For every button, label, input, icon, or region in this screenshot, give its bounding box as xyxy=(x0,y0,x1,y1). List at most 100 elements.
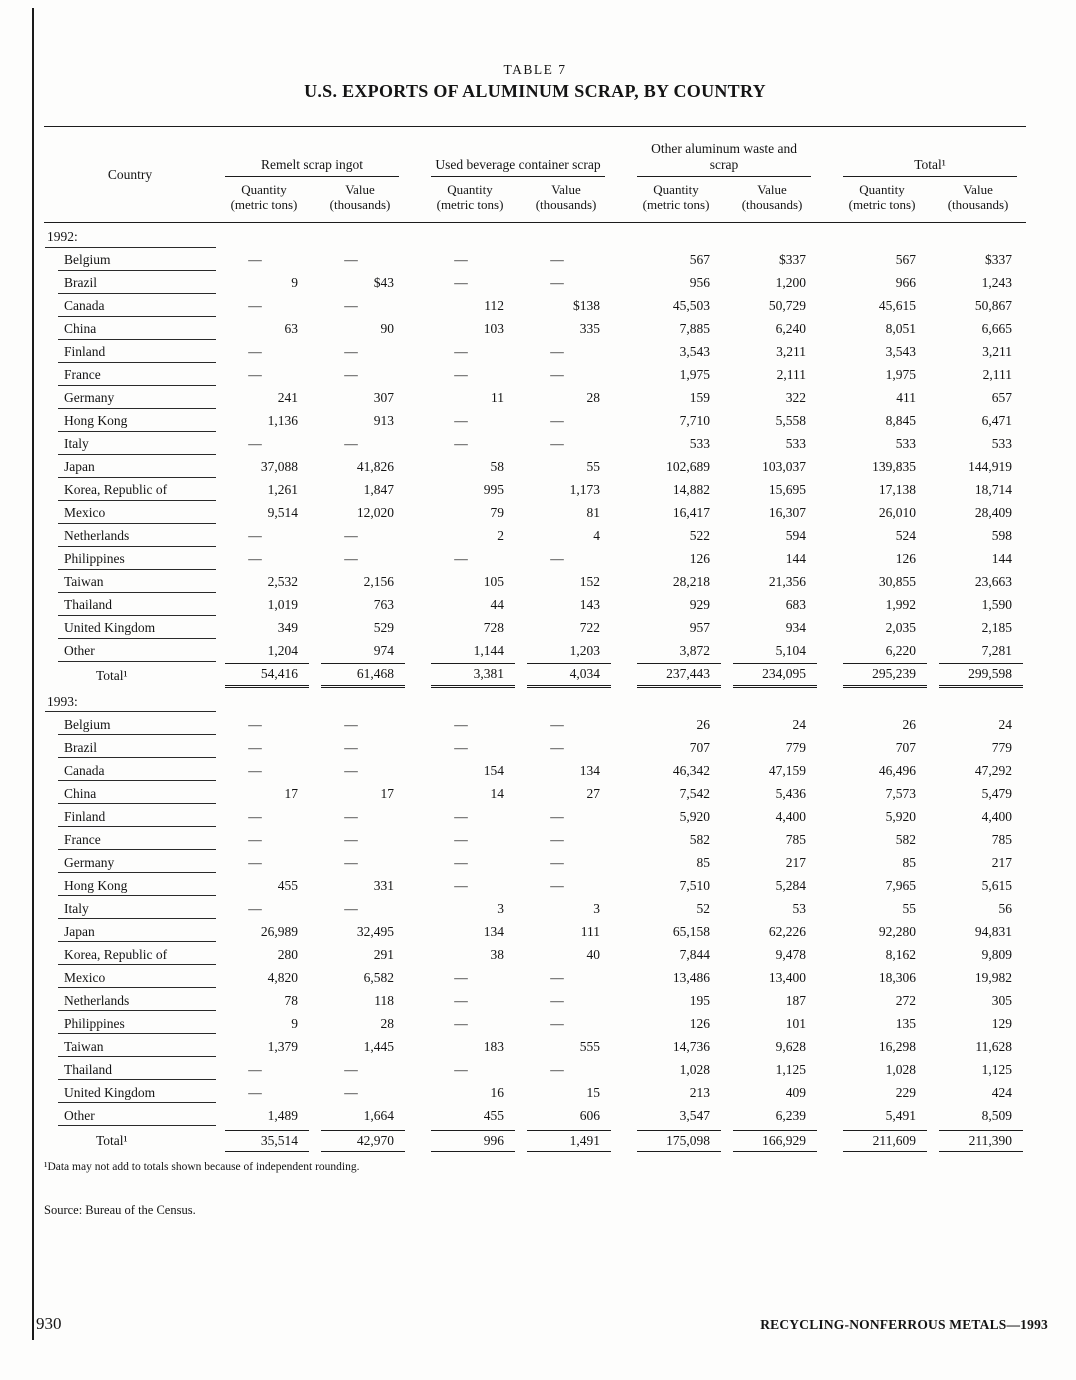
spacer-cell xyxy=(408,1080,422,1103)
data-cell: 32,495 xyxy=(356,923,395,939)
data-cell: 307 xyxy=(373,390,395,405)
data-cell: 974 xyxy=(373,643,395,658)
country-cell: Belgium xyxy=(44,712,216,736)
source-note: Source: Bureau of the Census. xyxy=(44,1203,196,1218)
data-cell: 1,125 xyxy=(981,1061,1013,1077)
country-cell: China xyxy=(44,781,216,805)
total-cell: 4,034 xyxy=(518,662,614,688)
data-cell: 555 xyxy=(579,1038,601,1054)
country-cell: Korea, Republic of xyxy=(44,942,216,966)
spacer-cell xyxy=(820,547,834,570)
data-cell: 3 xyxy=(497,900,505,916)
table-row: Japan 26,989 32,495 134 111 65,158 62,226 92,28… xyxy=(44,919,1026,943)
data-cell: 16,417 xyxy=(672,505,711,520)
subheader-line: Value xyxy=(345,181,375,197)
data-cell: 9,628 xyxy=(775,1038,807,1054)
country-name: Brazil xyxy=(58,275,216,294)
data-cell: 4,400 xyxy=(775,808,807,824)
data-cell: — xyxy=(454,854,468,870)
section-label-cell: 1992: xyxy=(44,223,216,248)
total-cell: 1,491 xyxy=(518,1126,614,1153)
spacer-cell xyxy=(614,432,628,455)
subheader-unit: (metric tons) xyxy=(230,196,298,212)
data-cell: 934 xyxy=(785,620,807,635)
spacer-cell xyxy=(820,639,834,662)
spacer-cell xyxy=(408,317,422,340)
table-row: Canada — — 112 $138 45,503 50,729 45,615 50,867 xyxy=(44,294,1026,317)
data-cell: 23,663 xyxy=(974,574,1013,589)
data-cell: — xyxy=(344,854,358,870)
country-cell: Netherlands xyxy=(44,524,216,547)
data-cell: — xyxy=(248,367,262,382)
data-cell: — xyxy=(248,298,262,313)
group-header-ubc: Used beverage container scrap xyxy=(422,126,615,177)
data-cell: — xyxy=(248,344,262,359)
data-cell: — xyxy=(344,808,358,824)
spacer-cell xyxy=(614,827,628,850)
total-value: 295,239 xyxy=(843,663,928,688)
spacer-cell xyxy=(408,1034,422,1057)
data-cell: 1,261 xyxy=(267,482,298,497)
data-cell: 529 xyxy=(373,620,395,635)
data-cell: 533 xyxy=(895,436,917,451)
data-cell: 47,292 xyxy=(974,762,1013,778)
spacer-cell xyxy=(408,827,422,850)
data-cell: 105 xyxy=(483,574,505,589)
data-cell: — xyxy=(550,969,564,985)
data-cell: 305 xyxy=(991,992,1013,1008)
data-cell: 3,211 xyxy=(776,344,807,359)
spacer-cell xyxy=(820,593,834,616)
table-row: Taiwan 1,379 1,445 183 555 14,736 9,628 16,298 1… xyxy=(44,1034,1026,1058)
country-name: Finland xyxy=(58,809,216,828)
data-cell: 241 xyxy=(277,390,298,405)
data-cell: 1,203 xyxy=(569,643,601,658)
data-cell: 785 xyxy=(785,831,807,847)
spacer-cell xyxy=(614,126,629,223)
data-cell: 9,809 xyxy=(981,946,1013,962)
spacer-cell xyxy=(408,570,422,593)
data-cell: 134 xyxy=(483,923,505,939)
data-cell: 3 xyxy=(593,900,601,916)
data-cell: 1,028 xyxy=(679,1061,711,1077)
spacer-cell xyxy=(408,409,422,432)
country-name: United Kingdom xyxy=(58,1085,216,1104)
spacer-cell xyxy=(408,873,422,896)
subheader-value: Value (thousands) xyxy=(518,176,615,223)
table-row: Mexico 9,514 12,020 79 81 16,417 16,307 26,010 2… xyxy=(44,501,1026,524)
data-cell: 45,615 xyxy=(878,298,917,313)
data-cell: 8,051 xyxy=(885,321,917,336)
subheader-unit: (metric tons) xyxy=(848,196,916,212)
country-name: Hong Kong xyxy=(58,413,216,432)
data-cell: 1,204 xyxy=(267,643,298,658)
spacer-cell xyxy=(820,501,834,524)
total-label: Total¹ xyxy=(96,668,128,683)
empty-cell xyxy=(216,688,1026,713)
data-cell: 2,111 xyxy=(982,367,1013,382)
spacer-cell xyxy=(614,317,628,340)
data-cell: 567 xyxy=(895,252,917,267)
table-row: China 63 90 103 335 7,885 6,240 8,051 6,665 xyxy=(44,317,1026,340)
data-cell: 1,975 xyxy=(679,367,711,382)
data-cell: 90 xyxy=(380,321,395,336)
data-cell: 3,543 xyxy=(885,344,917,359)
data-cell: — xyxy=(248,739,262,755)
data-cell: 27 xyxy=(586,785,601,801)
table-row: France — — — — 1,975 2,111 1,975 2,111 xyxy=(44,363,1026,386)
data-cell: 13,400 xyxy=(768,969,807,985)
data-cell: 707 xyxy=(895,739,917,755)
data-cell: 3,543 xyxy=(679,344,711,359)
spacer-cell xyxy=(820,294,834,317)
table-row: Brazil — — — — 707 779 707 779 xyxy=(44,735,1026,759)
spacer-cell xyxy=(408,593,422,616)
country-cell: Other xyxy=(44,1103,216,1127)
exports-table: Country Remelt scrap ingot Used beverage… xyxy=(44,126,1027,1153)
data-cell: 56 xyxy=(998,900,1013,916)
spacer-cell xyxy=(820,1057,834,1080)
data-cell: 2,111 xyxy=(776,367,807,382)
data-cell: — xyxy=(454,344,468,359)
table-row: United Kingdom 349 529 728 722 957 934 2,035 2,1… xyxy=(44,616,1026,639)
country-name: Canada xyxy=(58,763,216,782)
footnote: ¹Data may not add to totals shown becaus… xyxy=(44,1161,360,1174)
data-cell: — xyxy=(344,298,358,313)
data-cell: 1,028 xyxy=(885,1061,917,1077)
